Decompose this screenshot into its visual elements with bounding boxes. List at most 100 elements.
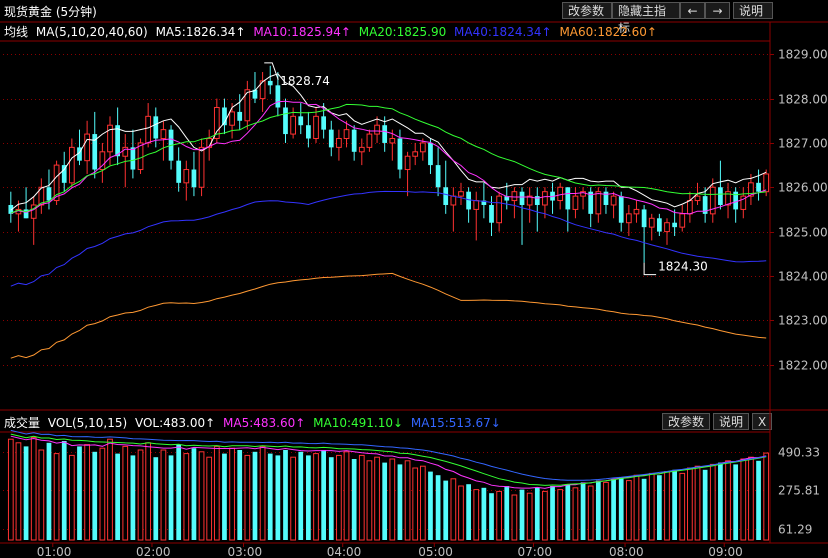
volume-bar-down — [397, 464, 403, 540]
volume-bar-down — [275, 455, 281, 540]
candle-body-up — [313, 115, 319, 140]
candle-body-up — [679, 213, 686, 228]
volume-bar-down — [153, 457, 159, 540]
time-tick-label: 01:00 — [37, 545, 72, 558]
scroll-right-button[interactable]: → — [705, 2, 730, 19]
volume-bar-up — [38, 449, 45, 541]
volume-bar-up — [542, 490, 548, 541]
help-button[interactable]: 说明 — [733, 2, 773, 19]
volume-bar-down — [656, 475, 662, 540]
volume-bar-up — [526, 492, 533, 541]
candle-body-up — [694, 195, 701, 202]
ma-line-ma5 — [10, 73, 767, 211]
candle-body-down — [237, 111, 243, 121]
volume-bar-down — [351, 459, 357, 540]
candle-body-up — [229, 111, 235, 126]
ma-line-ma20 — [10, 103, 767, 214]
volume-bar-down — [237, 450, 243, 540]
volume-bar-down — [267, 453, 273, 540]
candle-body-down — [519, 191, 525, 205]
main-legend: 均线 MA(5,10,20,40,60) MA5:1826.34↑ MA10:1… — [4, 23, 661, 40]
volume-help-button[interactable]: 说明 — [713, 413, 749, 430]
candle-body-up — [30, 204, 37, 219]
volume-bar-up — [496, 490, 503, 541]
volume-bar-down — [435, 475, 441, 540]
volume-bar-up — [412, 467, 419, 541]
volume-close-button[interactable]: X — [752, 413, 772, 430]
hide-main-indicator-button[interactable]: 隐藏主指标 — [612, 2, 680, 35]
candle-body-up — [748, 182, 754, 197]
candle-body-up — [122, 146, 129, 157]
volume-bar-down — [130, 455, 136, 540]
volume-bar-up — [687, 467, 693, 541]
candle-body-up — [145, 115, 152, 144]
candle-body-down — [702, 196, 708, 214]
title-bar: 现货黄金 (5分钟) 改参数 隐藏主指标 ← → 说明 — [0, 0, 828, 35]
candle-body-up — [458, 191, 464, 197]
volume-ma-line-ma15 — [10, 429, 767, 481]
volume-bar-down — [92, 451, 98, 540]
volume-bar-down — [115, 453, 121, 540]
volume-bar-up — [664, 471, 670, 541]
volume-bar-up — [725, 460, 731, 541]
volume-change-params-button[interactable]: 改参数 — [662, 413, 710, 430]
volume-bar-up — [458, 485, 464, 541]
legend-ma5: MA5:1826.34↑ — [155, 25, 246, 39]
volume-legend-label: 成交量 — [4, 416, 41, 430]
change-params-button[interactable]: 改参数 — [562, 2, 612, 19]
legend-vol: VOL:483.00↑ — [134, 416, 216, 430]
candle-body-up — [648, 217, 655, 228]
volume-bar-down — [504, 486, 510, 540]
volume-bar-up — [358, 454, 365, 541]
volume-bar-down — [46, 442, 52, 540]
candle-body-down — [382, 125, 388, 143]
volume-bar-up — [473, 489, 480, 541]
candle-body-up — [358, 146, 365, 153]
volume-bar-up — [572, 487, 579, 541]
candle-body-up — [763, 173, 770, 193]
legend-ma10: MA10:1825.94↑ — [253, 25, 351, 39]
volume-tick-label: 490.33 — [778, 446, 820, 460]
candle-body-up — [595, 191, 602, 215]
time-tick-label: 09:00 — [708, 545, 743, 558]
candle-body-up — [572, 195, 579, 210]
price-tick-label: 1827.00 — [778, 137, 828, 151]
volume-tick-label: 275.81 — [778, 484, 820, 498]
candle-body-up — [542, 191, 548, 206]
candle-body-up — [107, 124, 113, 153]
candle-body-up — [290, 115, 296, 135]
candle-body-up — [38, 186, 45, 206]
candle-body-down — [504, 196, 510, 201]
volume-bar-up — [389, 458, 396, 541]
volume-bar-down — [61, 441, 67, 540]
volume-bar-up — [587, 485, 594, 541]
volume-bar-up — [244, 454, 251, 541]
candle-body-up — [664, 222, 670, 233]
volume-bar-down — [382, 462, 388, 540]
candle-body-down — [672, 222, 677, 228]
volume-bar-down — [550, 486, 555, 540]
candle-body-down — [351, 129, 357, 152]
ma-line-ma40 — [10, 190, 767, 287]
candle-body-up — [137, 142, 144, 171]
candle-body-down — [267, 80, 273, 86]
candle-body-up — [343, 129, 350, 140]
scroll-left-button[interactable]: ← — [680, 2, 705, 19]
candle-body-up — [99, 151, 106, 171]
volume-bar-down — [466, 484, 471, 540]
candle-body-down — [656, 218, 662, 232]
legend-vol-ma10: MA10:491.10↓ — [313, 416, 404, 430]
volume-bar-down — [519, 489, 525, 540]
volume-bar-up — [84, 444, 90, 541]
volume-bar-up — [99, 447, 106, 541]
candle-body-up — [15, 208, 22, 215]
volume-bar-down — [718, 462, 723, 540]
volume-bar-down — [222, 453, 227, 540]
candle-body-down — [168, 129, 174, 161]
chart-title: 现货黄金 (5分钟) — [4, 5, 97, 19]
volume-bar-up — [198, 451, 205, 541]
candle-body-down — [733, 191, 739, 210]
candle-body-up — [244, 89, 251, 122]
candle-body-down — [481, 200, 487, 205]
low-annotation: 1824.30 — [658, 260, 708, 274]
